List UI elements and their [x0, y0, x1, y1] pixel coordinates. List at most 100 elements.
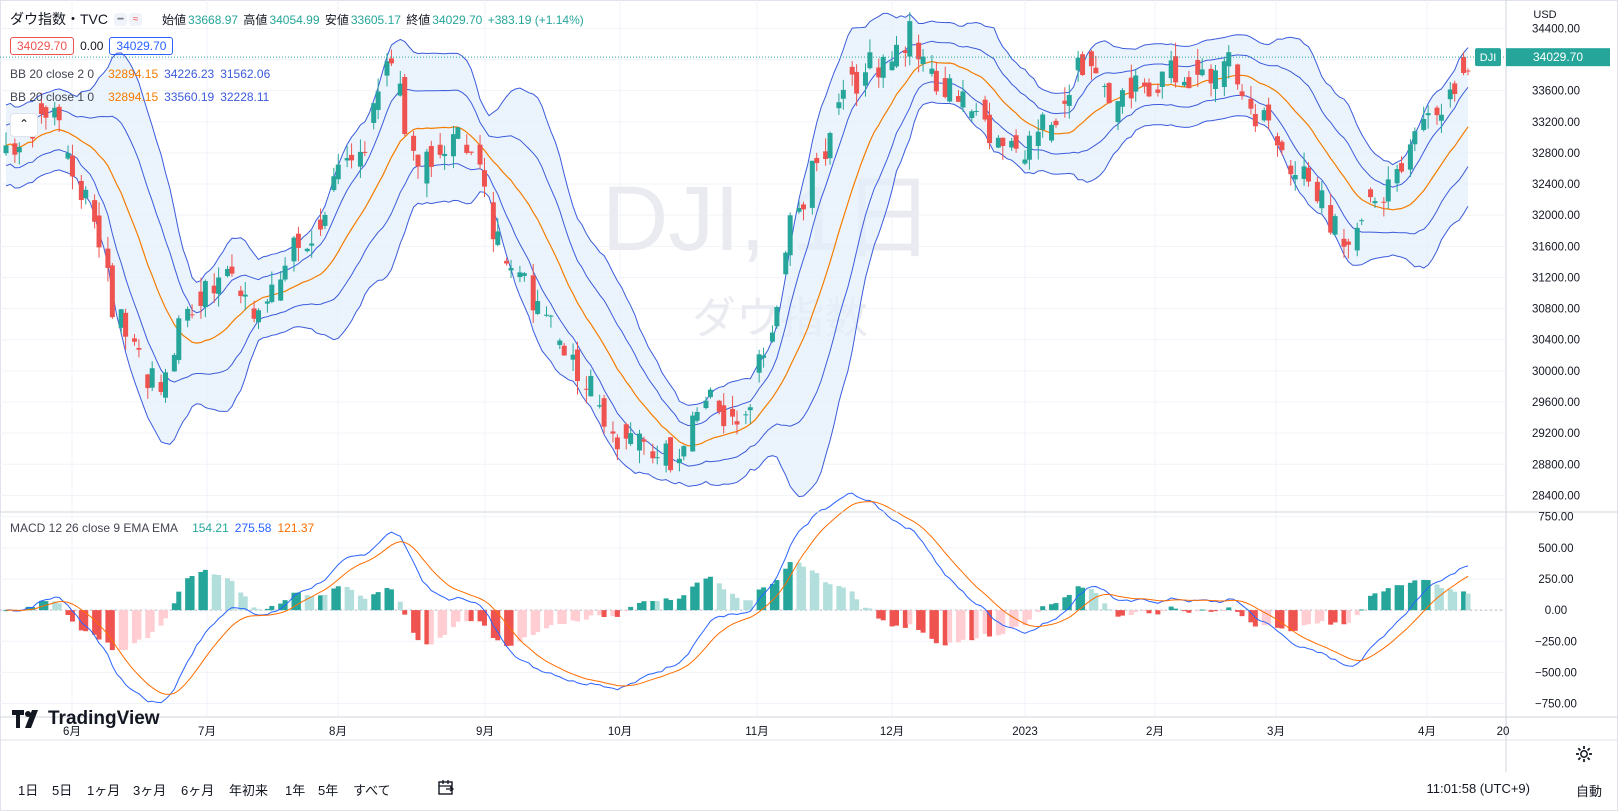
macd-hist-bar: [411, 610, 417, 633]
macd-hist-bar: [1066, 594, 1072, 611]
macd-hist-bar: [694, 582, 700, 611]
eye-icon[interactable]: ━: [114, 12, 127, 26]
close-label: 終値: [406, 12, 431, 27]
macd-hist-bar: [1452, 591, 1458, 611]
macd-hist-bar: [535, 610, 541, 633]
macd-hist-bar: [1421, 579, 1427, 611]
chart-canvas[interactable]: DJI, 1日 ダウ指数 DJI34029.70USD34400.0033600…: [0, 0, 1618, 772]
macd-hist-bar: [960, 610, 966, 640]
bb2-legend[interactable]: BB 20 close 2 0 32894.15 34226.23 31562.…: [10, 67, 270, 81]
timeframe-button[interactable]: 3ヶ月: [133, 783, 167, 798]
settings-icon[interactable]: ≈: [129, 12, 142, 26]
timeframe-button[interactable]: 1日: [18, 783, 39, 798]
auto-scale-button[interactable]: 自動: [1575, 784, 1602, 799]
macd-hist-bar: [1235, 610, 1241, 612]
timeframe-button[interactable]: 5日: [52, 783, 73, 798]
macd-hist-bar: [1447, 589, 1453, 611]
macd-hist-bar: [52, 601, 58, 611]
macd-hist-bar: [1115, 610, 1121, 617]
timeframe-button[interactable]: すべて: [353, 783, 391, 798]
macd-hist-bar: [1142, 610, 1148, 612]
low-value: 33605.17: [350, 12, 401, 27]
macd-hist-bar: [185, 578, 191, 611]
price-tick: 29600.00: [1532, 397, 1580, 409]
low-label: 安値: [324, 12, 349, 27]
candle-body: [1212, 70, 1218, 90]
bb1-legend[interactable]: BB 20 close 1 0 32894.15 33560.19 32228.…: [10, 90, 269, 104]
macd-hist-bar: [362, 598, 368, 611]
candle-body: [876, 67, 882, 78]
candle-body: [920, 56, 926, 64]
macd-hist-bar: [123, 610, 129, 650]
timeframe-button[interactable]: 年初来: [229, 783, 269, 798]
macd-hist-bar: [229, 580, 235, 611]
candle-body: [1199, 69, 1205, 76]
candle-body: [322, 214, 328, 226]
macd-hist-bar: [676, 598, 682, 611]
timeframe-button[interactable]: 5年: [318, 783, 339, 798]
macd-legend[interactable]: MACD 12 26 close 9 EMA EMA 154.21 275.58…: [10, 521, 314, 535]
macd-hist-bar: [171, 603, 177, 611]
buy-button[interactable]: 34029.70: [109, 37, 174, 55]
candle-body: [131, 338, 137, 342]
settings-gear-icon[interactable]: [1575, 745, 1593, 763]
candle-body: [1053, 120, 1059, 126]
clock-timezone[interactable]: 11:01:58 (UTC+9): [1426, 781, 1530, 796]
candle-body: [428, 145, 434, 167]
candle-body: [1266, 104, 1272, 121]
visibility-toggles[interactable]: ━ ≈: [114, 12, 142, 26]
candle-body: [229, 266, 235, 274]
candle-body: [92, 200, 98, 222]
symbol-name[interactable]: ダウ指数・TVC: [10, 11, 108, 27]
price-tick: 32400.00: [1532, 179, 1580, 191]
candle-body: [809, 160, 815, 208]
macd-pane: [0, 492, 1505, 704]
macd-hist-bar: [1438, 587, 1444, 611]
candle-body: [1434, 107, 1440, 116]
candle-body: [836, 102, 842, 109]
macd-hist-bar: [318, 595, 324, 611]
candle-body: [1306, 167, 1312, 182]
candle-body: [743, 414, 749, 416]
price-tick: 32000.00: [1532, 210, 1580, 222]
macd-hist-bar: [78, 610, 84, 631]
macd-hist-bar: [1319, 610, 1325, 622]
macd-hist-bar: [1186, 610, 1192, 613]
timeframe-button[interactable]: 6ヶ月: [181, 783, 215, 798]
timeframe-button[interactable]: 1ヶ月: [87, 783, 121, 798]
time-tick: 11月: [745, 726, 768, 738]
last-symbol-tag-bg: [1475, 48, 1501, 67]
macd-hist-bar: [145, 610, 151, 639]
macd-hist-bar: [1013, 610, 1019, 627]
goto-date-icon[interactable]: [437, 779, 455, 797]
candle-body: [543, 314, 549, 316]
candle-body: [269, 284, 275, 302]
tradingview-logo[interactable]: TradingView: [12, 708, 160, 730]
macd-hist-bar: [597, 610, 603, 616]
sell-button[interactable]: 34029.70: [10, 37, 75, 55]
macd-hist-bar: [1372, 593, 1378, 611]
candle-body: [481, 170, 487, 187]
price-tick: 29200.00: [1532, 428, 1580, 440]
candle-body: [947, 78, 953, 102]
macd-hist-bar: [3, 610, 9, 612]
price-tick: 33600.00: [1532, 86, 1580, 98]
macd-hist-bar: [854, 599, 860, 611]
collapse-legend-button[interactable]: ⌃: [10, 113, 38, 137]
macd-hist-bar: [867, 608, 873, 611]
candle-body: [1438, 114, 1444, 121]
candle-body: [145, 374, 151, 389]
candle-body: [823, 151, 829, 160]
candle-body: [251, 308, 257, 319]
price-tick: 33200.00: [1532, 117, 1580, 129]
timeframe-button[interactable]: 1年: [285, 783, 306, 798]
spread-value: 0.00: [80, 39, 104, 53]
candle-body: [597, 405, 603, 407]
macd-hist-bar: [304, 595, 310, 611]
candle-body: [304, 248, 310, 252]
candle-body: [1208, 68, 1214, 84]
candle-body: [1345, 241, 1351, 245]
candle-body: [1252, 113, 1258, 127]
macd-hist-bar: [902, 610, 908, 628]
macd-hist-bar: [269, 605, 275, 611]
